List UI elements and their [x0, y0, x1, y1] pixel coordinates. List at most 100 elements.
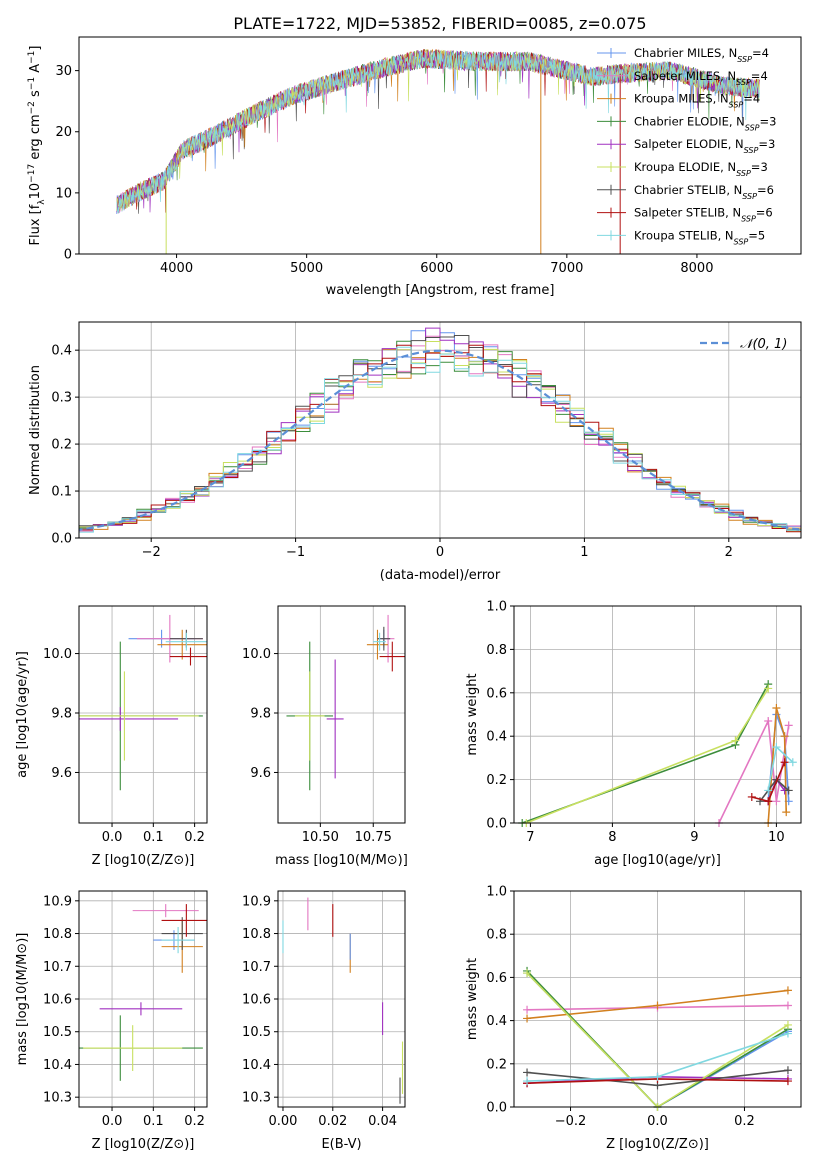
- weight-marker-salpeter_miles: [772, 797, 781, 806]
- y-tick-label: 10.9: [242, 894, 271, 909]
- legend-n: 3: [769, 114, 776, 128]
- legend-n: 4: [753, 92, 760, 106]
- age_vs_Z-panel: 0.0 0.1 0.2 9.6 9.8 10.0 Z [log10(Z/Z⊙)] age [l…: [15, 605, 208, 868]
- y-tick-label: 10.6: [242, 993, 271, 1008]
- axes-frame: [78, 890, 208, 1108]
- y-tick-label: 10: [55, 186, 72, 201]
- legend-entry-kroupa_elodie: Kroupa ELODIE, NSSP=3: [634, 160, 768, 178]
- errorbar-area: [286, 614, 405, 791]
- legend-sub: SSP: [736, 77, 751, 86]
- y-axis-label-part: s: [28, 90, 43, 101]
- x-tick-label: 4000: [160, 261, 193, 276]
- legend-n: 4: [762, 46, 769, 60]
- weight-marker-salpeter_stelib: [780, 758, 789, 767]
- y-tick-label: 10.7: [43, 960, 72, 975]
- y-tick-label: 10.7: [242, 960, 271, 975]
- weight-marker-chabrier_stelib: [783, 1066, 792, 1075]
- legend-model: Chabrier MILES, N: [634, 46, 737, 60]
- weight-marker-kroupa_elodie: [731, 736, 740, 745]
- y-tick-label: 0.0: [486, 1101, 507, 1116]
- x-tick-label: 0: [436, 545, 444, 560]
- y-tick-label: 9.6: [51, 766, 72, 781]
- y-tick-label: 10.9: [43, 894, 72, 909]
- x-tick-label: 0.0: [102, 1114, 123, 1129]
- x-tick-label: 0.02: [318, 1114, 347, 1129]
- weight-marker-salpeter_miles: [764, 717, 773, 726]
- legend-entry-chabrier_miles: Chabrier MILES, NSSP=4: [634, 46, 769, 64]
- legend-model: Salpeter STELIB, N: [634, 206, 741, 220]
- legend-eq: =: [751, 69, 761, 83]
- y-axis-label-part: −1: [27, 77, 37, 90]
- y-tick-label: 0.8: [486, 643, 507, 658]
- y-tick-label: 10.5: [242, 1025, 271, 1040]
- x-tick-label: 0.2: [734, 1114, 755, 1129]
- y-axis-label-part: erg cm: [28, 114, 43, 163]
- y-axis-label-part: A: [28, 64, 43, 77]
- weight-marker-kroupa_miles: [782, 808, 791, 817]
- legend-sub: SSP: [737, 55, 752, 64]
- weight-marker-kroupa_elodie: [523, 969, 532, 978]
- y-axis-label: mass [log10(M/M⊙)]: [15, 933, 30, 1066]
- weight-marker-salpeter_miles: [784, 721, 793, 730]
- y-tick-label: 1.0: [486, 600, 507, 615]
- x-tick-label: 6000: [420, 261, 453, 276]
- legend-entry-normal: 𝒩(0, 1): [740, 337, 787, 352]
- y-tick-label: 0.2: [486, 773, 507, 788]
- gridlines: [278, 891, 405, 1107]
- legend-sub: SSP: [742, 191, 757, 200]
- weight-marker-kroupa_elodie: [764, 684, 773, 693]
- y-tick-label: 10.8: [43, 927, 72, 942]
- y-tick-label: 9.8: [250, 707, 271, 722]
- y-tick-label: 1.0: [486, 885, 507, 900]
- x-axis-label: age [log10(age/yr)]: [594, 853, 721, 868]
- y-axis-label: Flux [fλ10−17 erg cm−2 s−1 A−1]: [27, 46, 47, 246]
- residuals-panel: −2 −1 0 1 2 0.0 0.1 0.2 0.3 0.4 𝒩(0, 1) (data-model…: [28, 321, 802, 583]
- y-tick-label: 10.3: [43, 1091, 72, 1106]
- y-tick-label: 0.2: [486, 1057, 507, 1072]
- y-tick-label: 10.5: [43, 1025, 72, 1040]
- legend-n: 4: [760, 69, 767, 83]
- y-tick-label: 10.4: [242, 1058, 271, 1073]
- weight-marker-kroupa_elodie: [783, 1020, 792, 1029]
- y-tick-label: 0.3: [51, 391, 72, 406]
- x-tick-label: 5000: [290, 261, 323, 276]
- axes-frame: [78, 605, 208, 824]
- y-tick-label: 0.1: [51, 485, 72, 500]
- weight-marker-kroupa_stelib: [788, 758, 797, 767]
- x-tick-label: 0.2: [184, 1114, 205, 1129]
- legend-entry-kroupa_stelib: Kroupa STELIB, NSSP=5: [634, 228, 765, 246]
- x-tick-label: −0.2: [555, 1114, 587, 1129]
- y-tick-label: 30: [55, 64, 72, 79]
- weight-marker-kroupa_stelib: [653, 1072, 662, 1081]
- legend-sub: SSP: [744, 146, 759, 155]
- x-tick-label: 0.1: [143, 830, 164, 845]
- weight-marker-kroupa_stelib: [523, 1077, 532, 1086]
- figure-title: PLATE=1722, MJD=53852, FIBERID=0085, z=0…: [233, 14, 646, 33]
- weight-marker-chabrier_stelib: [523, 1068, 532, 1077]
- x-axis-label: E(B-V): [321, 1137, 361, 1152]
- legend-entry-salpeter_elodie: Salpeter ELODIE, NSSP=3: [634, 137, 775, 155]
- weight-marker-chabrier_stelib: [784, 786, 793, 795]
- histogram-kroupa_stelib: [79, 346, 801, 533]
- weight_vs_age-panel: 7 8 9 10 0.0 0.2 0.4 0.6 0.8 1.0 age [log10(age/yr…: [465, 600, 802, 868]
- legend-model: Chabrier STELIB, N: [634, 183, 742, 197]
- x-tick-label: 10.75: [355, 830, 392, 845]
- legend-sub: SSP: [741, 214, 756, 223]
- legend-sub: SSP: [734, 237, 749, 246]
- x-axis-label: Z [log10(Z/Z⊙)]: [92, 1137, 195, 1152]
- y-tick-label: 0.2: [51, 438, 72, 453]
- x-axis-label: wavelength [Angstrom, rest frame]: [326, 283, 555, 298]
- legend-n: 5: [758, 228, 765, 242]
- weight-lines-area: [518, 680, 797, 827]
- x-tick-label: 1: [580, 545, 588, 560]
- weight-marker-salpeter_stelib: [747, 792, 756, 801]
- y-axis-label-part: ]: [28, 46, 43, 51]
- x-tick-label: 7: [526, 830, 534, 845]
- legend-sub: SSP: [729, 100, 744, 109]
- y-tick-label: 10.8: [242, 927, 271, 942]
- legend-n: 6: [765, 206, 772, 220]
- spectrum-panel: 4000 5000 6000 7000 8000 0 10 20 30 wavelength [A…: [27, 36, 802, 298]
- legend-eq: =: [748, 228, 758, 242]
